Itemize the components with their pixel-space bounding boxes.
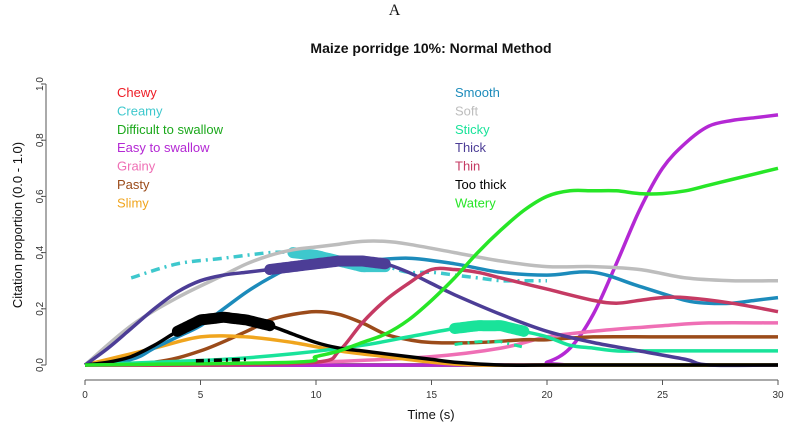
y-axis: 0.0 0.2 0.4 0.6 0.8 1.0 (35, 77, 47, 372)
y-tick-label: 0.4 (35, 245, 46, 259)
legend-entry-easy-to-swallow: Easy to swallow (117, 140, 210, 155)
legend-entry-too-thick: Too thick (455, 177, 507, 192)
x-tick-label: 10 (310, 390, 322, 401)
x-tick-label: 25 (657, 390, 669, 401)
legend-entry-slimy: Slimy (117, 195, 149, 210)
significance-dash-too-thick (195, 357, 247, 363)
legend: Chewy Creamy Difficult to swallow Easy to s… (117, 85, 507, 210)
significance-band-too-thick (171, 311, 276, 337)
chart-title: Maize porridge 10%: Normal Method (310, 40, 551, 56)
x-tick-label: 15 (426, 390, 438, 401)
panel-letter: A (388, 2, 401, 19)
y-tick-label: 0.2 (35, 301, 46, 315)
significance-band-sticky (449, 320, 530, 337)
legend-entry-smooth: Smooth (455, 85, 500, 100)
x-tick-label: 30 (772, 390, 784, 401)
y-tick-label: 0.6 (35, 189, 46, 203)
legend-entry-difficult-to-swallow: Difficult to swallow (117, 122, 224, 137)
y-tick-label: 0.0 (35, 358, 46, 372)
y-tick-label: 0.8 (35, 133, 46, 147)
legend-entry-grainy: Grainy (117, 159, 156, 174)
legend-entry-chewy: Chewy (117, 85, 157, 100)
series-line-watery (84, 166, 779, 367)
series-lines (83, 113, 779, 368)
x-tick-label: 0 (82, 390, 88, 401)
series-line-pasty (84, 309, 778, 367)
x-tick-label: 5 (198, 390, 204, 401)
significance-band-thick (264, 255, 391, 275)
legend-entry-watery: Watery (455, 195, 496, 210)
legend-entry-thin: Thin (455, 159, 480, 174)
x-tick-label: 20 (541, 390, 553, 401)
significance-dash-sticky (454, 340, 525, 349)
legend-entry-soft: Soft (455, 103, 479, 118)
series-line-smooth (84, 256, 779, 367)
legend-entry-creamy: Creamy (117, 103, 163, 118)
legend-entry-sticky: Sticky (455, 122, 490, 137)
legend-entry-pasty: Pasty (117, 177, 150, 192)
legend-entry-thick: Thick (455, 140, 487, 155)
y-tick-label: 1.0 (35, 77, 46, 91)
series-line-thin (84, 266, 779, 367)
x-axis: 0 5 10 15 20 25 30 (82, 379, 784, 401)
y-axis-label: Citation proportion (0.0 - 1.0) (10, 142, 25, 308)
x-axis-label: Time (s) (407, 407, 454, 422)
series-line-sticky (84, 323, 778, 367)
